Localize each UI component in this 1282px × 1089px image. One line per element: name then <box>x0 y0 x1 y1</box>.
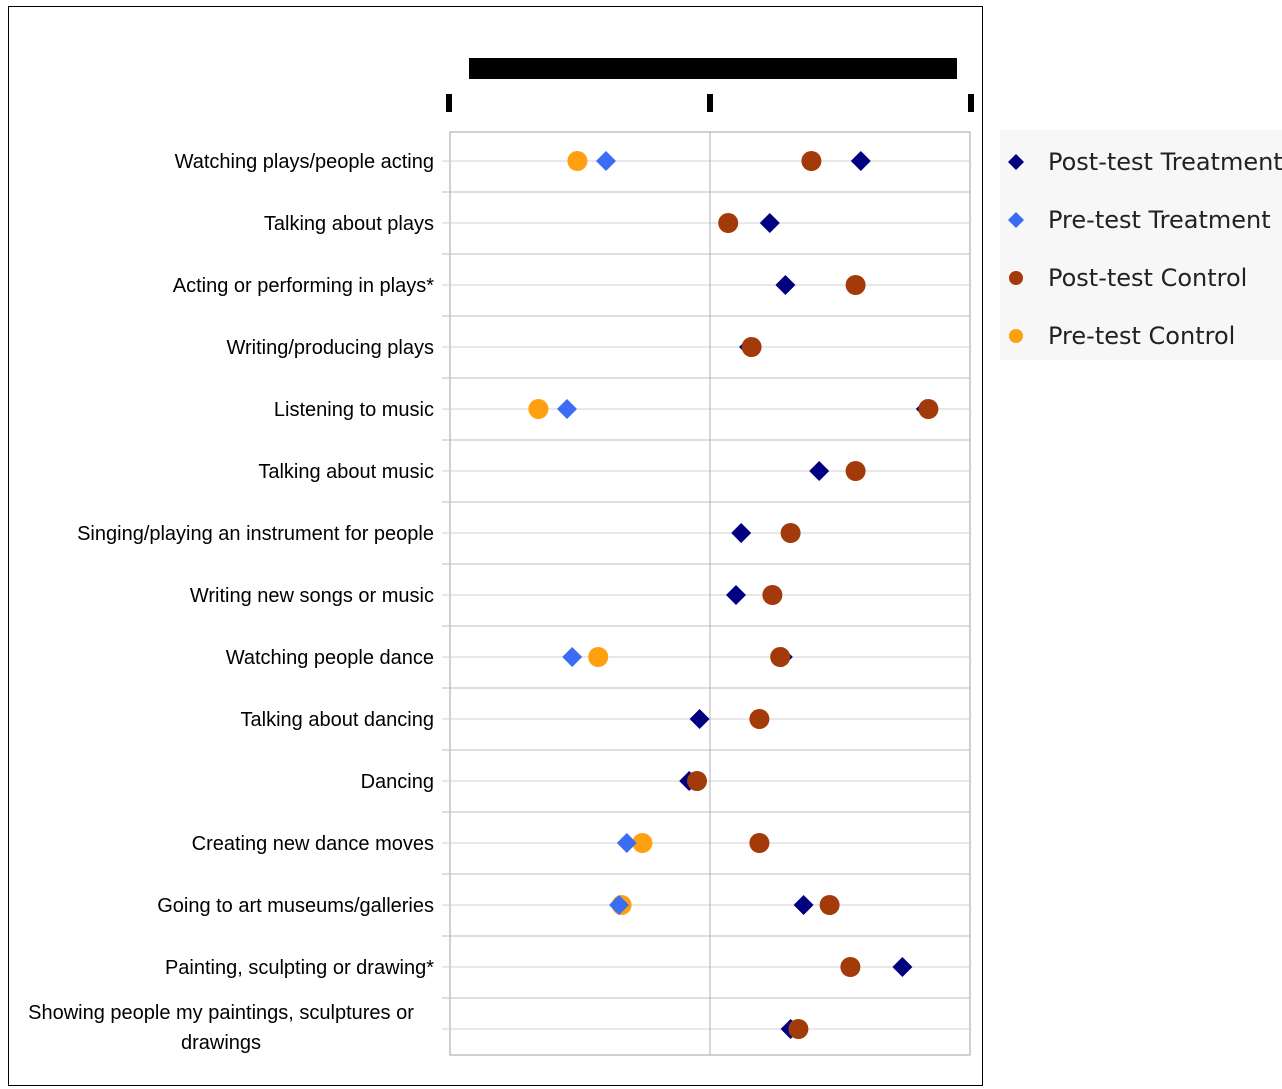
data-point-circle <box>770 647 791 667</box>
data-point-circle <box>918 399 939 419</box>
data-point-circle <box>801 151 822 171</box>
data-point-circle <box>718 213 739 233</box>
category-label: Listening to music <box>274 399 434 421</box>
legend-label: Pre-test Treatment <box>1048 206 1271 234</box>
data-point-diamond <box>809 461 830 481</box>
x-tick-mark <box>968 94 974 112</box>
data-point-circle <box>687 771 707 791</box>
legend-label: Pre-test Control <box>1048 322 1236 350</box>
category-label: Talking about dancing <box>241 709 434 731</box>
data-point-diamond <box>775 275 796 295</box>
x-tick-mark <box>707 94 713 112</box>
data-point-circle <box>845 275 866 295</box>
legend-item: Post-test Treatment <box>1000 140 1282 180</box>
legend-item: Pre-test Treatment <box>1000 198 1282 238</box>
data-point-circle <box>749 709 770 729</box>
category-label: Singing/playing an instrument for people <box>77 523 434 545</box>
category-label: Showing people my paintings, sculptures … <box>28 1002 414 1024</box>
category-label: Writing new songs or music <box>190 585 434 607</box>
category-label: Dancing <box>361 771 434 793</box>
data-point-circle <box>788 1019 809 1039</box>
chart-legend: Post-test Treatment Pre-test Treatment Pos… <box>1000 130 1282 360</box>
data-point-diamond <box>759 213 780 233</box>
data-point-circle <box>588 647 609 667</box>
data-point-diamond <box>596 151 616 171</box>
data-point-diamond <box>850 151 871 171</box>
legend-item: Pre-test Control <box>1000 314 1282 354</box>
legend-label: Post-test Control <box>1048 264 1248 292</box>
data-point-circle <box>749 833 770 853</box>
category-label: Watching people dance <box>226 647 434 669</box>
x-tick-mark <box>446 94 452 112</box>
category-label: Writing/producing plays <box>226 337 434 359</box>
category-label: Creating new dance moves <box>192 833 434 855</box>
category-label: Going to art museums/galleries <box>157 895 434 917</box>
category-label: Watching plays/people acting <box>175 151 434 173</box>
data-point-diamond <box>731 523 752 543</box>
legend-item: Post-test Control <box>1000 256 1282 296</box>
data-point-diamond <box>557 399 577 419</box>
category-label: Acting or performing in plays* <box>173 275 434 297</box>
legend-circle-icon <box>1009 329 1023 343</box>
data-point-circle <box>632 833 653 853</box>
data-point-circle <box>840 957 861 977</box>
data-point-diamond <box>892 957 913 977</box>
data-point-circle <box>528 399 549 419</box>
data-point-diamond <box>562 647 583 667</box>
data-point-diamond <box>616 833 637 853</box>
category-label: Painting, sculpting or drawing* <box>165 957 434 979</box>
data-point-circle <box>567 151 588 171</box>
data-point-diamond <box>793 895 814 915</box>
category-label: drawings <box>181 1032 261 1054</box>
category-label: Talking about music <box>258 461 434 483</box>
scatter-chart: Watching plays/people acting Talking abou… <box>28 58 974 1056</box>
data-point-circle <box>741 337 762 357</box>
data-point-circle <box>819 895 840 915</box>
data-point-diamond <box>689 709 710 729</box>
data-point-circle <box>762 585 783 605</box>
title-bar <box>469 58 957 79</box>
legend-diamond-icon <box>1008 154 1024 170</box>
data-point-circle <box>845 461 866 481</box>
legend-label: Post-test Treatment <box>1048 148 1282 176</box>
category-label: Talking about plays <box>264 213 434 235</box>
legend-circle-icon <box>1009 271 1023 285</box>
data-point-diamond <box>726 585 746 605</box>
data-point-circle <box>780 523 801 543</box>
legend-diamond-icon <box>1008 212 1024 228</box>
data-point-diamond <box>609 895 629 915</box>
